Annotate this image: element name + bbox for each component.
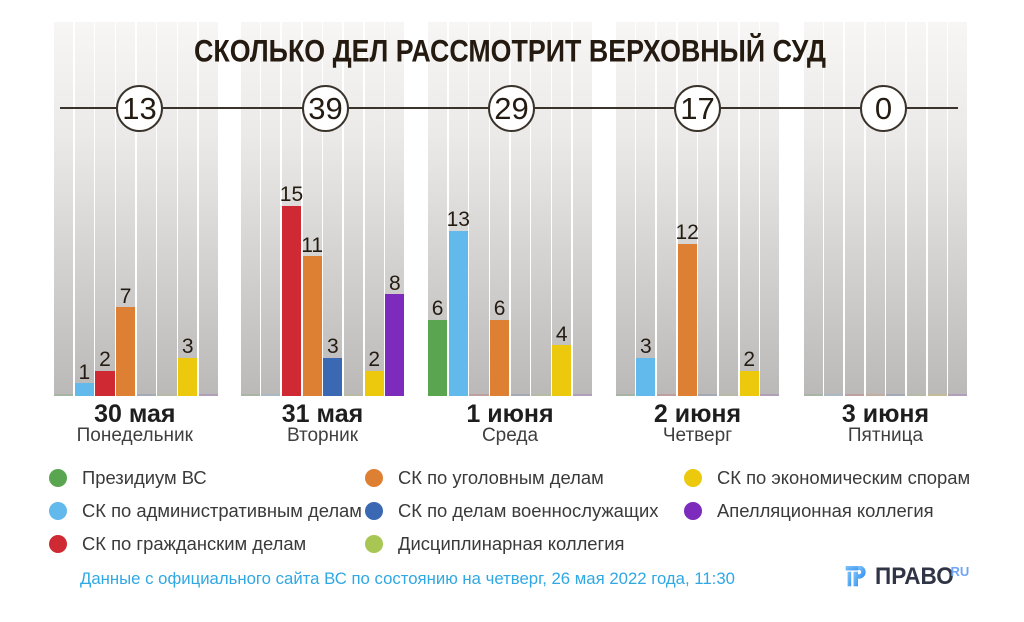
svg-text:СКОЛЬКО ДЕЛ РАССМОТРИТ ВЕРХОВН: СКОЛЬКО ДЕЛ РАССМОТРИТ ВЕРХОВНЫЙ СУД — [194, 33, 826, 69]
